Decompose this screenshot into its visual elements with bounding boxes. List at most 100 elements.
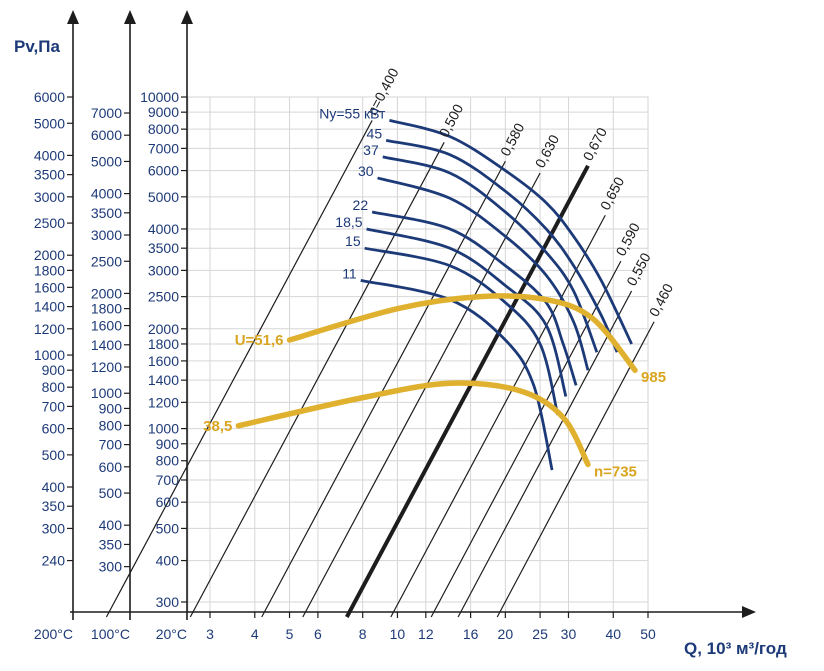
- y-tick-label: 350: [42, 498, 66, 514]
- power-curve: [385, 138, 619, 353]
- y-tick-label: 300: [99, 559, 123, 575]
- y-tick-label: 800: [99, 417, 123, 433]
- efficiency-label: 0,500: [436, 101, 467, 140]
- efficiency-line: [302, 172, 541, 618]
- y-axis-arrow: [181, 10, 193, 24]
- y-tick-label: 900: [156, 436, 180, 452]
- y-tick-label: 2000: [34, 247, 65, 263]
- y-tick-label: 500: [99, 485, 123, 501]
- x-tick-label: 30: [561, 626, 577, 642]
- y-tick-label: 10000: [140, 89, 179, 105]
- y-tick-label: 5000: [148, 189, 179, 205]
- y-tick-label: 700: [156, 472, 180, 488]
- y-tick-label: 6000: [34, 89, 65, 105]
- x-tick-label: 12: [418, 626, 434, 642]
- x-tick-label: 10: [390, 626, 406, 642]
- y-axis-arrow: [67, 10, 79, 24]
- power-curve-label: 11: [342, 265, 357, 281]
- power-curve: [360, 278, 554, 471]
- grid: [187, 96, 649, 613]
- efficiency-line: [430, 260, 622, 618]
- power-curve-label: Nу=55 кВт: [319, 105, 386, 121]
- y-tick-label: 4000: [91, 186, 122, 202]
- y-tick-label: 400: [42, 479, 66, 495]
- efficiency-line: [189, 142, 445, 618]
- y-tick-label: 2500: [34, 215, 65, 231]
- y-tick-label: 5000: [91, 153, 122, 169]
- y-tick-label: 1200: [91, 359, 122, 375]
- y-tick-label: 5000: [34, 115, 65, 131]
- efficiency-label: 0,460: [646, 281, 677, 320]
- y-tick-label: 1600: [91, 318, 122, 334]
- y-tick-label: 700: [42, 398, 66, 414]
- speed-curve-end-label: n=735: [594, 463, 637, 480]
- efficiency-line: [390, 214, 606, 618]
- power-curve-label: 15: [345, 233, 361, 249]
- power-curve: [371, 210, 578, 386]
- y-tick-label: 2000: [148, 321, 179, 337]
- y-tick-label: 1400: [148, 372, 179, 388]
- efficiency-label: 0,650: [597, 174, 628, 213]
- efficiency-line: [345, 164, 590, 618]
- y-tick-label: 800: [42, 379, 66, 395]
- y-tick-label: 7000: [148, 140, 179, 156]
- y-tick-label: 4000: [148, 221, 179, 237]
- y-tick-label: 6000: [91, 127, 122, 143]
- speed-curve-start-label: U=51,6: [235, 332, 284, 349]
- power-curve: [364, 246, 560, 416]
- y-tick-label: 900: [42, 362, 66, 378]
- x-tick-label: 4: [251, 626, 259, 642]
- y-tick-label: 9000: [148, 104, 179, 120]
- y-tick-label: 6000: [148, 163, 179, 179]
- y-tick-label: 3000: [148, 262, 179, 278]
- power-curve: [389, 119, 633, 345]
- power-curve-label: 30: [358, 163, 374, 179]
- y-tick-label: 1400: [34, 299, 65, 315]
- y-tick-label: 7000: [91, 105, 122, 121]
- x-tick-label: 25: [532, 626, 548, 642]
- x-tick-label: 40: [605, 626, 621, 642]
- efficiency-label: 0,630: [532, 132, 563, 171]
- efficiency-line: [457, 290, 633, 618]
- speed-curve: [235, 380, 591, 468]
- y-tick-label: 240: [42, 553, 66, 569]
- x-axis-arrow: [742, 606, 756, 618]
- y-tick-label: 300: [42, 520, 66, 536]
- y-axis-title: Pv,Па: [14, 37, 60, 56]
- efficiency-label: 0,580: [497, 120, 528, 159]
- speed-curve-start-label: 38,5: [203, 418, 232, 435]
- y-tick-label: 3500: [148, 240, 179, 256]
- y-tick-label: 1400: [91, 337, 122, 353]
- y-tick-label: 600: [42, 421, 66, 437]
- speed-curves: [235, 293, 638, 468]
- temperature-axis-label: 100°С: [91, 626, 130, 642]
- y-tick-label: 1600: [34, 279, 65, 295]
- x-tick-label: 3: [206, 626, 214, 642]
- axes: 3 4 5 6 8 10 12 16 20 25 30 40 506000500040003500300…: [34, 10, 756, 642]
- efficiency-line: [496, 321, 655, 618]
- power-curve: [377, 176, 590, 371]
- y-tick-label: 500: [156, 520, 180, 536]
- y-tick-label: 400: [99, 517, 123, 533]
- x-tick-label: 5: [286, 626, 294, 642]
- y-tick-label: 800: [156, 453, 180, 469]
- y-tick-label: 2000: [91, 285, 122, 301]
- y-tick-label: 1800: [148, 336, 179, 352]
- x-tick-label: 50: [640, 626, 656, 642]
- y-tick-label: 3000: [91, 227, 122, 243]
- y-axis-arrow: [124, 10, 136, 24]
- y-tick-label: 1800: [34, 262, 65, 278]
- x-tick-label: 16: [463, 626, 479, 642]
- y-tick-label: 2500: [148, 289, 179, 305]
- speed-curve: [286, 293, 638, 373]
- y-tick-label: 3500: [91, 205, 122, 221]
- y-tick-label: 1000: [148, 421, 179, 437]
- y-tick-label: 500: [42, 447, 66, 463]
- power-curve: [382, 155, 599, 353]
- temperature-axis-label: 200°С: [34, 626, 73, 642]
- temperature-axis-label: 20°С: [156, 626, 187, 642]
- y-tick-label: 3500: [34, 167, 65, 183]
- y-tick-label: 700: [99, 437, 123, 453]
- x-tick-label: 6: [314, 626, 322, 642]
- y-tick-label: 3000: [34, 189, 65, 205]
